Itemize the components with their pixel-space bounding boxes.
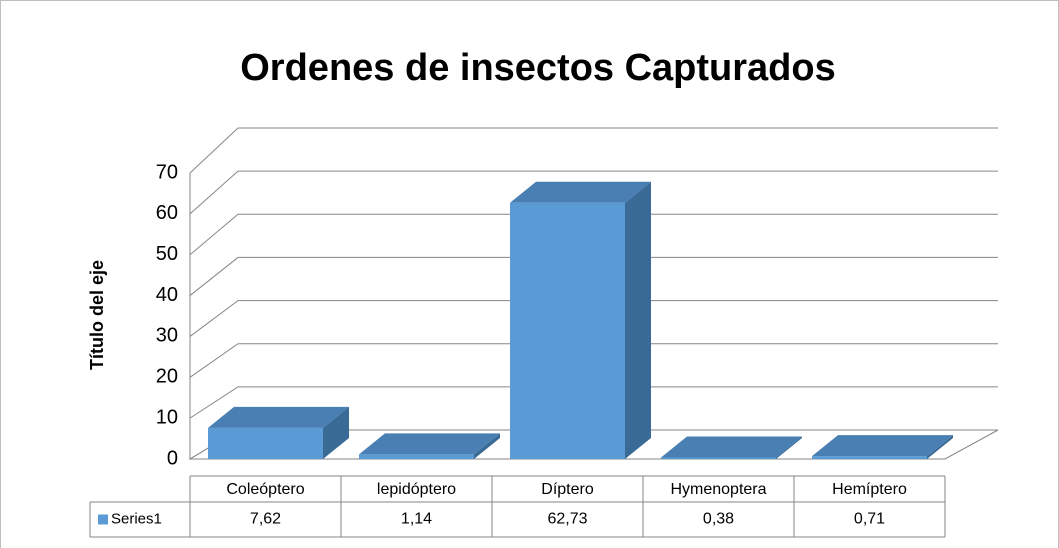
grid-line bbox=[189, 343, 998, 378]
y-tick-label: 40 bbox=[156, 284, 178, 306]
bar bbox=[208, 406, 349, 459]
value-label: 7,62 bbox=[250, 511, 281, 528]
bar-top bbox=[661, 436, 802, 458]
grid-line bbox=[189, 127, 998, 174]
y-tick-label: 30 bbox=[156, 325, 178, 347]
x-tick-label: Hemíptero bbox=[832, 481, 907, 498]
legend-label: Series1 bbox=[111, 510, 162, 527]
value-label: 0,38 bbox=[703, 511, 734, 528]
x-tick-label: Díptero bbox=[541, 481, 594, 498]
bar-top bbox=[812, 435, 953, 457]
value-label: 0,71 bbox=[854, 511, 885, 528]
bar-top bbox=[359, 433, 500, 455]
bar-top bbox=[510, 181, 651, 203]
bar bbox=[510, 181, 651, 460]
bar-front bbox=[208, 427, 323, 459]
bar-side bbox=[323, 406, 349, 459]
y-tick-label: 10 bbox=[156, 406, 178, 428]
x-tick-label: Coleóptero bbox=[226, 481, 304, 498]
bar-side bbox=[474, 433, 500, 459]
bar bbox=[812, 435, 953, 459]
grid-line bbox=[189, 386, 998, 419]
bar-front bbox=[359, 454, 474, 459]
grid-line bbox=[189, 170, 998, 215]
y-tick-label: 20 bbox=[156, 366, 178, 388]
bar-side bbox=[927, 435, 953, 459]
value-label: 1,14 bbox=[401, 511, 432, 528]
bar-top bbox=[208, 406, 349, 428]
grid-line bbox=[189, 256, 998, 296]
y-tick-label: 50 bbox=[156, 243, 178, 265]
y-tick-label: 70 bbox=[156, 161, 178, 183]
bar-side bbox=[625, 181, 651, 460]
table-grid bbox=[89, 475, 945, 538]
bar-front bbox=[510, 202, 625, 460]
value-label: 62,73 bbox=[547, 511, 587, 528]
bar-front bbox=[812, 456, 927, 459]
grid-line bbox=[189, 300, 998, 337]
chart-title: Ordenes de insectos Capturados bbox=[240, 47, 836, 89]
y-tick-label: 0 bbox=[167, 447, 178, 469]
bar bbox=[359, 433, 500, 459]
y-axis-title: Título del eje bbox=[87, 260, 107, 370]
x-tick-label: Hymenoptera bbox=[670, 481, 766, 498]
bar-side bbox=[776, 436, 802, 459]
bar-front bbox=[661, 457, 776, 459]
y-tick-label: 60 bbox=[156, 202, 178, 224]
grid-line bbox=[189, 213, 998, 256]
bar bbox=[661, 436, 802, 459]
legend-swatch bbox=[98, 514, 108, 525]
x-tick-label: lepidóptero bbox=[377, 481, 456, 498]
